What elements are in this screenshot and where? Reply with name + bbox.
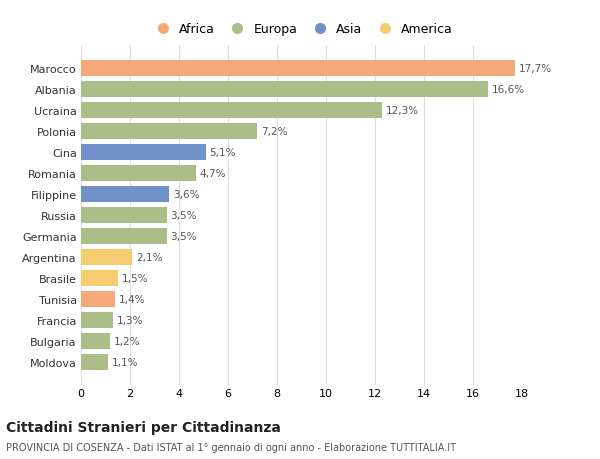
Bar [81, 166, 196, 182]
Bar [81, 62, 515, 77]
Legend: Africa, Europa, Asia, America: Africa, Europa, Asia, America [145, 18, 458, 41]
Text: 3,6%: 3,6% [173, 190, 199, 200]
Text: 1,2%: 1,2% [114, 336, 140, 347]
Text: 5,1%: 5,1% [209, 148, 236, 158]
Text: 3,5%: 3,5% [170, 211, 197, 221]
Bar [81, 291, 115, 308]
Text: 4,7%: 4,7% [200, 169, 226, 179]
Bar [81, 145, 206, 161]
Bar [81, 187, 169, 202]
Text: 1,3%: 1,3% [116, 315, 143, 325]
Text: Cittadini Stranieri per Cittadinanza: Cittadini Stranieri per Cittadinanza [6, 420, 281, 434]
Text: 17,7%: 17,7% [518, 64, 551, 74]
Bar [81, 208, 167, 224]
Text: 16,6%: 16,6% [491, 85, 524, 95]
Text: 1,1%: 1,1% [112, 357, 138, 367]
Bar [81, 313, 113, 328]
Text: 3,5%: 3,5% [170, 232, 197, 241]
Text: 12,3%: 12,3% [386, 106, 419, 116]
Bar [81, 250, 133, 265]
Bar [81, 124, 257, 140]
Bar [81, 334, 110, 349]
Text: 1,4%: 1,4% [119, 295, 145, 304]
Text: 1,5%: 1,5% [121, 274, 148, 284]
Bar [81, 229, 167, 245]
Bar [81, 82, 488, 98]
Text: 7,2%: 7,2% [261, 127, 287, 137]
Text: PROVINCIA DI COSENZA - Dati ISTAT al 1° gennaio di ogni anno - Elaborazione TUTT: PROVINCIA DI COSENZA - Dati ISTAT al 1° … [6, 442, 456, 452]
Bar [81, 103, 382, 119]
Bar [81, 271, 118, 286]
Bar [81, 354, 108, 370]
Text: 2,1%: 2,1% [136, 252, 163, 263]
